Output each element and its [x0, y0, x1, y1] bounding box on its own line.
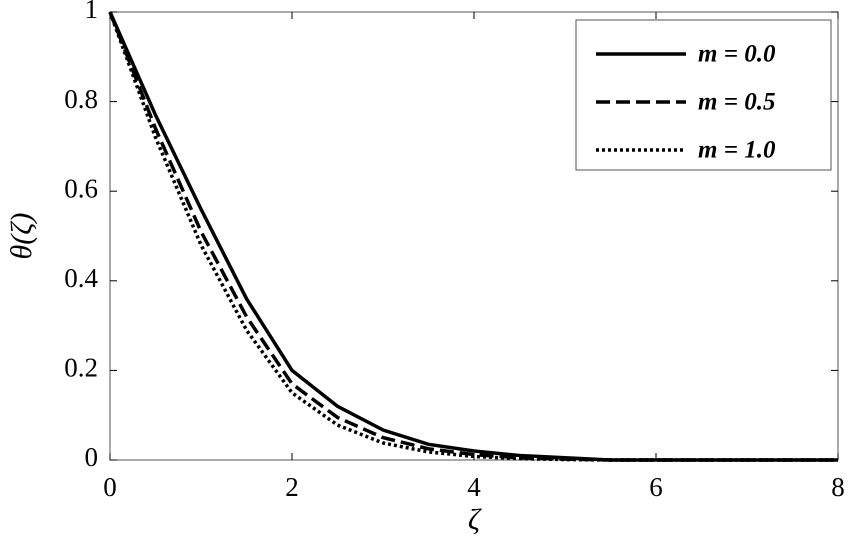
series-line — [108, 11, 838, 462]
y-tick-label: 0.6 — [64, 173, 98, 203]
y-axis-title: θ(ζ) — [5, 213, 38, 260]
y-tick-label: 0 — [85, 442, 99, 472]
x-tick-label: 8 — [831, 472, 845, 502]
y-tick-label: 1 — [85, 0, 99, 24]
legend-label: m = 0.5 — [698, 89, 775, 116]
x-tick-label: 0 — [103, 472, 117, 502]
x-axis-title: ζ — [468, 503, 482, 536]
x-tick-label: 6 — [649, 472, 663, 502]
series-line — [108, 11, 838, 462]
x-tick-label: 4 — [467, 472, 481, 502]
series-line — [108, 11, 838, 462]
x-tick-label: 2 — [285, 472, 299, 502]
y-tick-label: 0.2 — [64, 353, 98, 383]
y-tick-label: 0.8 — [64, 84, 98, 114]
y-tick-label: 0.4 — [64, 263, 98, 293]
legend-label: m = 1.0 — [698, 137, 776, 164]
legend-box — [575, 19, 832, 171]
legend-label: m = 0.0 — [698, 41, 776, 68]
